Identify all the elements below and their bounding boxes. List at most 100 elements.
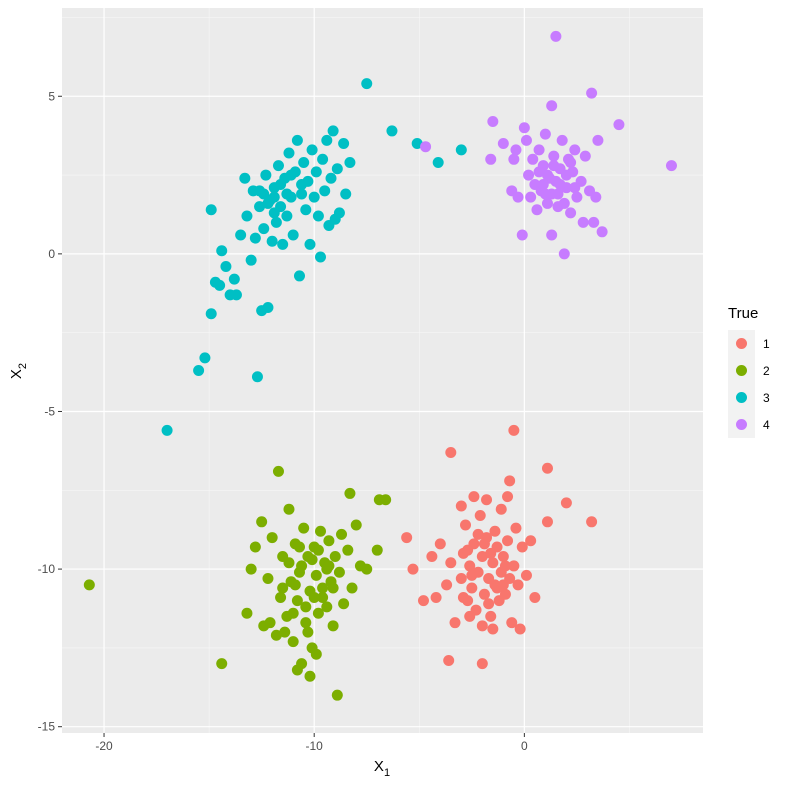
data-point-series-1 bbox=[512, 579, 524, 591]
data-point-series-2 bbox=[266, 532, 278, 544]
data-point-series-1 bbox=[476, 620, 488, 632]
data-point-series-1 bbox=[478, 588, 490, 600]
data-point-series-3 bbox=[205, 204, 217, 216]
data-point-series-3 bbox=[340, 188, 352, 200]
data-point-series-2 bbox=[306, 554, 318, 566]
data-point-series-1 bbox=[449, 617, 461, 629]
data-point-series-2 bbox=[304, 670, 316, 682]
data-point-series-2 bbox=[346, 582, 358, 594]
data-point-series-3 bbox=[361, 78, 373, 90]
data-point-series-2 bbox=[310, 569, 322, 581]
data-point-series-1 bbox=[476, 550, 488, 562]
data-point-series-3 bbox=[275, 179, 287, 191]
data-point-series-1 bbox=[508, 560, 520, 572]
data-point-series-3 bbox=[199, 352, 211, 364]
data-point-series-3 bbox=[312, 210, 324, 222]
data-point-series-1 bbox=[495, 503, 507, 515]
y-axis-title-main: X bbox=[8, 369, 25, 379]
data-point-series-3 bbox=[327, 125, 339, 137]
y-tick-label: 5 bbox=[48, 89, 55, 103]
data-point-series-1 bbox=[460, 519, 472, 531]
data-point-series-4 bbox=[577, 216, 589, 228]
data-point-series-3 bbox=[344, 156, 356, 168]
data-point-series-3 bbox=[296, 188, 308, 200]
data-point-series-3 bbox=[268, 191, 280, 203]
data-point-series-1 bbox=[445, 557, 457, 569]
data-point-series-2 bbox=[312, 544, 324, 556]
data-point-series-1 bbox=[445, 446, 457, 458]
data-point-series-3 bbox=[281, 188, 293, 200]
data-point-series-2 bbox=[315, 525, 327, 537]
data-point-series-1 bbox=[434, 538, 446, 550]
data-point-series-3 bbox=[296, 179, 308, 191]
data-point-series-1 bbox=[472, 528, 484, 540]
data-point-series-3 bbox=[216, 245, 228, 257]
data-point-series-1 bbox=[483, 598, 495, 610]
data-point-series-1 bbox=[476, 658, 488, 670]
data-point-series-3 bbox=[268, 207, 280, 219]
data-point-series-4 bbox=[569, 144, 581, 156]
data-point-series-4 bbox=[596, 226, 608, 238]
data-point-series-1 bbox=[508, 424, 520, 436]
data-point-series-3 bbox=[300, 204, 312, 216]
data-point-series-1 bbox=[407, 563, 419, 575]
data-point-series-4 bbox=[533, 144, 545, 156]
data-point-series-4 bbox=[590, 191, 602, 203]
data-point-series-4 bbox=[525, 191, 537, 203]
legend-label-2: 2 bbox=[763, 364, 770, 378]
minor-grid bbox=[62, 8, 703, 733]
data-point-series-4 bbox=[520, 134, 532, 146]
data-point-series-2 bbox=[327, 582, 339, 594]
legend-title: True bbox=[728, 305, 758, 322]
data-point-series-4 bbox=[523, 169, 535, 181]
data-point-series-4 bbox=[548, 160, 560, 172]
data-point-series-1 bbox=[541, 516, 553, 528]
data-point-series-3 bbox=[308, 191, 320, 203]
data-point-series-2 bbox=[327, 620, 339, 632]
data-point-series-2 bbox=[293, 541, 305, 553]
data-point-series-4 bbox=[546, 100, 558, 112]
data-point-series-2 bbox=[310, 648, 322, 660]
data-point-series-3 bbox=[321, 134, 333, 146]
data-point-series-4 bbox=[512, 191, 524, 203]
legend-swatch-4 bbox=[736, 419, 747, 430]
data-point-series-1 bbox=[464, 610, 476, 622]
data-point-series-3 bbox=[258, 188, 270, 200]
data-point-series-4 bbox=[588, 216, 600, 228]
data-point-series-1 bbox=[489, 525, 501, 537]
data-point-series-2 bbox=[287, 636, 299, 648]
y-axis-ticks: -15 -10 -5 0 5 bbox=[38, 89, 62, 734]
data-point-series-1 bbox=[497, 579, 509, 591]
data-point-series-3 bbox=[228, 273, 240, 285]
data-point-series-2 bbox=[333, 566, 345, 578]
data-point-series-4 bbox=[560, 169, 572, 181]
data-point-series-3 bbox=[270, 216, 282, 228]
data-point-series-3 bbox=[455, 144, 467, 156]
data-point-series-1 bbox=[560, 497, 572, 509]
x-tick-label: 0 bbox=[521, 739, 528, 753]
legend-label-4: 4 bbox=[763, 418, 770, 432]
data-point-series-1 bbox=[497, 550, 509, 562]
data-point-series-4 bbox=[565, 156, 577, 168]
data-point-series-2 bbox=[279, 626, 291, 638]
data-point-series-1 bbox=[485, 547, 497, 559]
data-point-series-3 bbox=[258, 223, 270, 235]
data-point-series-3 bbox=[193, 365, 205, 376]
data-point-series-3 bbox=[317, 153, 329, 165]
data-point-series-3 bbox=[251, 371, 263, 383]
legend-label-1: 1 bbox=[763, 337, 770, 351]
data-point-series-3 bbox=[161, 424, 173, 436]
data-point-series-3 bbox=[325, 172, 337, 184]
y-tick-label: -10 bbox=[38, 562, 56, 576]
data-point-series-4 bbox=[508, 153, 520, 165]
data-point-series-2 bbox=[249, 541, 261, 553]
data-point-series-4 bbox=[516, 229, 528, 241]
data-point-series-3 bbox=[245, 254, 257, 266]
data-point-series-1 bbox=[466, 569, 478, 581]
data-point-series-1 bbox=[487, 557, 499, 569]
data-point-series-3 bbox=[214, 279, 226, 291]
data-point-series-2 bbox=[312, 607, 324, 619]
data-point-series-2 bbox=[344, 487, 356, 499]
data-point-series-2 bbox=[300, 617, 312, 629]
